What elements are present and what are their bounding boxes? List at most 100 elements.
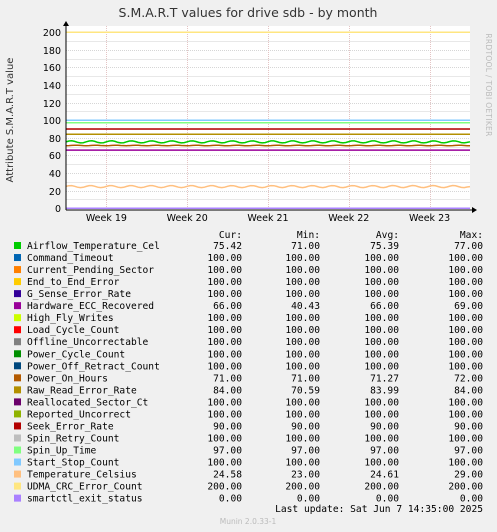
legend-value: 100.00	[364, 361, 399, 372]
legend-value: 100.00	[364, 265, 399, 276]
legend-value: 100.00	[285, 313, 320, 324]
legend-series-name: Load_Cycle_Count	[27, 325, 119, 336]
legend-value: 100.00	[364, 397, 399, 408]
legend-value: 90.00	[370, 421, 399, 432]
legend-row: Reallocated_Sector_Ct 100.00 100.00 100.00 1…	[14, 397, 483, 408]
legend-value: 100.00	[285, 349, 320, 360]
legend-value: 23.00	[291, 470, 320, 481]
y-tick-label: 60	[49, 151, 61, 162]
legend-row: G_Sense_Error_Rate 100.00 100.00 100.00 100.…	[14, 289, 483, 300]
legend-row: UDMA_CRC_Error_Count 200.00 200.00 200.00 20…	[14, 482, 483, 493]
legend-row: Command_Timeout 100.00 100.00 100.00 100.00	[14, 253, 483, 264]
legend-value: 200.00	[364, 482, 399, 493]
legend-value: 100.00	[448, 361, 483, 372]
legend-value: 100.00	[364, 409, 399, 420]
series-lines	[65, 31, 471, 209]
x-tick-label: Week 22	[328, 213, 369, 224]
legend-value: 84.00	[454, 385, 483, 396]
legend-row: Seek_Error_Rate 90.00 90.00 90.00 90.00	[14, 421, 483, 432]
legend-series-name: Spin_Retry_Count	[27, 433, 119, 444]
legend-value: 71.00	[213, 373, 242, 384]
series-line-airflow-temperature-cel	[65, 140, 471, 144]
legend-series-name: Seek_Error_Rate	[27, 421, 114, 432]
legend-swatch	[14, 338, 21, 346]
munin-version: Munin 2.0.33-1	[220, 517, 277, 526]
legend-series-name: High_Fly_Writes	[27, 313, 114, 324]
legend-value: 100.00	[207, 265, 242, 276]
legend-value: 90.00	[213, 421, 242, 432]
legend-value: 24.58	[213, 470, 242, 481]
legend-value: 100.00	[448, 277, 483, 288]
legend-value: 0.00	[460, 494, 483, 505]
legend-value: 90.00	[291, 421, 320, 432]
legend-swatch	[14, 314, 21, 322]
y-tick-label: 40	[49, 169, 61, 180]
legend-value: 100.00	[364, 349, 399, 360]
legend-value: 100.00	[207, 289, 242, 300]
legend-series-name: Reported_Uncorrect	[27, 409, 131, 420]
y-tick-labels: 0 20 40 60 80 100 120 140 160 180 200	[43, 28, 61, 215]
legend-row: Spin_Up_Time 97.00 97.00 97.00 97.00	[14, 446, 483, 457]
legend-swatch	[14, 374, 21, 382]
legend-value: 0.00	[219, 494, 242, 505]
legend-value: 71.00	[291, 373, 320, 384]
legend-swatch	[14, 266, 21, 274]
legend-value: 69.00	[454, 301, 483, 312]
legend-series-name: End_to_End_Error	[27, 277, 120, 288]
series-line-temperature-celsius	[65, 184, 471, 189]
legend-value: 100.00	[448, 409, 483, 420]
legend-series-name: smartctl_exit_status	[27, 494, 143, 505]
x-tick-labels: Week 19 Week 20 Week 21 Week 22 Week 23	[86, 213, 450, 224]
legend-swatch	[14, 470, 21, 478]
legend-value: 100.00	[285, 325, 320, 336]
legend-row: Load_Cycle_Count 100.00 100.00 100.00 100.00	[14, 325, 483, 336]
legend-value: 29.00	[454, 470, 483, 481]
legend-series-name: Spin_Up_Time	[27, 446, 97, 457]
legend-value: 100.00	[364, 325, 399, 336]
legend-series-name: Offline_Uncorrectable	[27, 337, 149, 348]
legend-value: 90.00	[454, 421, 483, 432]
legend-value: 100.00	[364, 433, 399, 444]
legend-swatch	[14, 410, 21, 418]
legend-series-name: Reallocated_Sector_Ct	[27, 397, 148, 408]
legend-row: Hardware_ECC_Recovered 66.00 40.43 66.00 69.…	[14, 301, 483, 312]
legend-series-name: Raw_Read_Error_Rate	[27, 385, 137, 396]
legend-row: Spin_Retry_Count 100.00 100.00 100.00 100.00	[14, 433, 483, 444]
legend-series-name: Start_Stop_Count	[27, 458, 119, 469]
legend-series-name: G_Sense_Error_Rate	[27, 289, 131, 300]
last-update: Last update: Sat Jun 7 14:35:00 2025	[275, 504, 483, 515]
legend-value: 100.00	[364, 277, 399, 288]
legend-row: Start_Stop_Count 100.00 100.00 100.00 100.00	[14, 458, 483, 469]
legend-value: 100.00	[285, 361, 320, 372]
legend-table: Cur: Min: Avg: Max: Airflow_Temperature_Cel 7…	[14, 230, 483, 505]
legend-swatch	[14, 278, 21, 286]
x-tick-label: Week 23	[409, 213, 450, 224]
legend-swatch	[14, 290, 21, 298]
legend-value: 100.00	[207, 253, 242, 264]
legend-value: 71.00	[291, 241, 320, 252]
legend-value: 100.00	[364, 337, 399, 348]
legend-swatch	[14, 494, 21, 502]
y-tick-label: 0	[55, 204, 61, 215]
legend-row: Temperature_Celsius 24.58 23.00 24.61 29.00	[14, 470, 483, 481]
legend-value: 97.00	[213, 446, 242, 457]
legend-value: 100.00	[207, 458, 242, 469]
legend-row: smartctl_exit_status 0.00 0.00 0.00 0.00	[14, 494, 483, 505]
legend-row: Power_Cycle_Count 100.00 100.00 100.00 100.0…	[14, 349, 483, 360]
legend-value: 100.00	[207, 433, 242, 444]
legend-value: 100.00	[448, 313, 483, 324]
legend-value: 84.00	[213, 385, 242, 396]
legend-value: 66.00	[213, 301, 242, 312]
legend-value: 0.00	[297, 494, 320, 505]
y-tick-label: 180	[43, 46, 61, 57]
legend-value: 200.00	[207, 482, 242, 493]
y-axis-arrow	[63, 21, 69, 26]
legend-value: 100.00	[285, 458, 320, 469]
legend-series-name: Airflow_Temperature_Cel	[27, 241, 160, 252]
legend-value: 100.00	[207, 325, 242, 336]
legend-value: 75.39	[370, 241, 399, 252]
legend-value: 100.00	[448, 265, 483, 276]
legend-row: Raw_Read_Error_Rate 84.00 70.59 83.99 84.00	[14, 385, 483, 396]
